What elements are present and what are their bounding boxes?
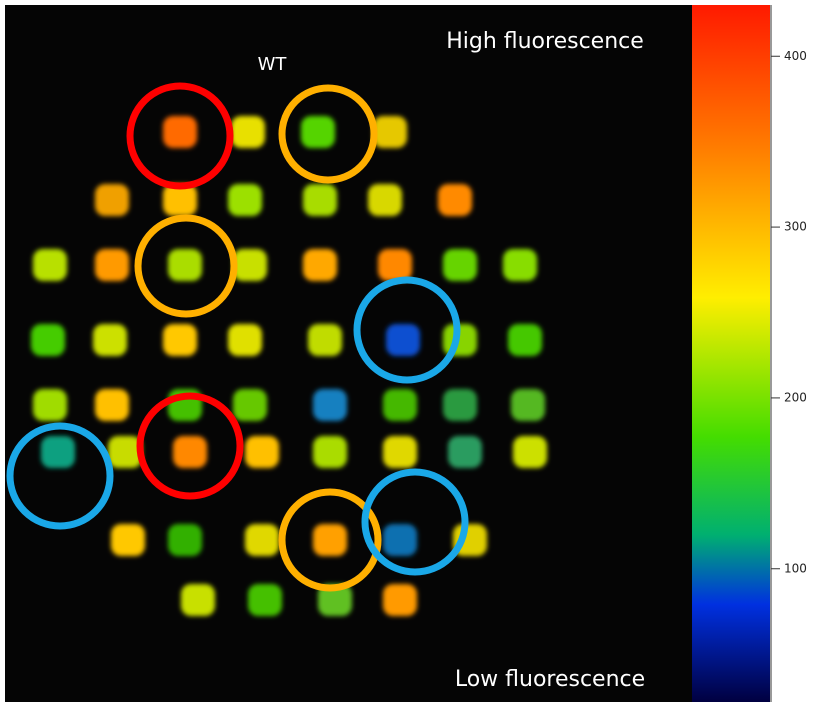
spot xyxy=(95,389,129,421)
spot xyxy=(313,389,347,421)
wt-label: WT xyxy=(258,54,288,75)
spot xyxy=(181,584,215,616)
spot xyxy=(378,249,412,281)
spot xyxy=(95,184,129,216)
spot xyxy=(438,184,472,216)
spot xyxy=(301,116,335,148)
spot xyxy=(111,524,145,556)
spot xyxy=(313,436,347,468)
spot xyxy=(231,116,265,148)
spot xyxy=(228,324,262,356)
tick-label: 300 xyxy=(784,220,807,234)
spot xyxy=(368,184,402,216)
top-label: High fluorescence xyxy=(446,29,644,54)
spot xyxy=(33,389,67,421)
spot xyxy=(31,324,65,356)
spot xyxy=(386,324,420,356)
spot xyxy=(443,389,477,421)
spot xyxy=(383,389,417,421)
spot xyxy=(33,249,67,281)
spot xyxy=(248,584,282,616)
spot xyxy=(233,249,267,281)
spot xyxy=(245,436,279,468)
spot xyxy=(313,524,347,556)
spot xyxy=(443,249,477,281)
figure: High fluorescence Low fluorescence WT 10… xyxy=(0,0,838,702)
spot xyxy=(511,389,545,421)
spot xyxy=(163,116,197,148)
spot xyxy=(93,324,127,356)
spot xyxy=(308,324,342,356)
spot xyxy=(448,436,482,468)
spot xyxy=(373,116,407,148)
colorbar xyxy=(692,5,770,702)
spot xyxy=(95,249,129,281)
spot xyxy=(503,249,537,281)
spot xyxy=(233,389,267,421)
tick-label: 200 xyxy=(784,390,807,404)
spot xyxy=(513,436,547,468)
spot xyxy=(245,524,279,556)
spot xyxy=(168,249,202,281)
tick-label: 400 xyxy=(784,49,807,63)
spot xyxy=(303,184,337,216)
spot xyxy=(41,436,75,468)
spot xyxy=(163,324,197,356)
spot xyxy=(508,324,542,356)
spot xyxy=(168,524,202,556)
spot xyxy=(383,584,417,616)
spot xyxy=(383,436,417,468)
spot xyxy=(303,249,337,281)
spot xyxy=(228,184,262,216)
bottom-label: Low fluorescence xyxy=(455,667,645,692)
tick-label: 100 xyxy=(784,561,807,575)
spot xyxy=(383,524,417,556)
spot xyxy=(173,436,207,468)
